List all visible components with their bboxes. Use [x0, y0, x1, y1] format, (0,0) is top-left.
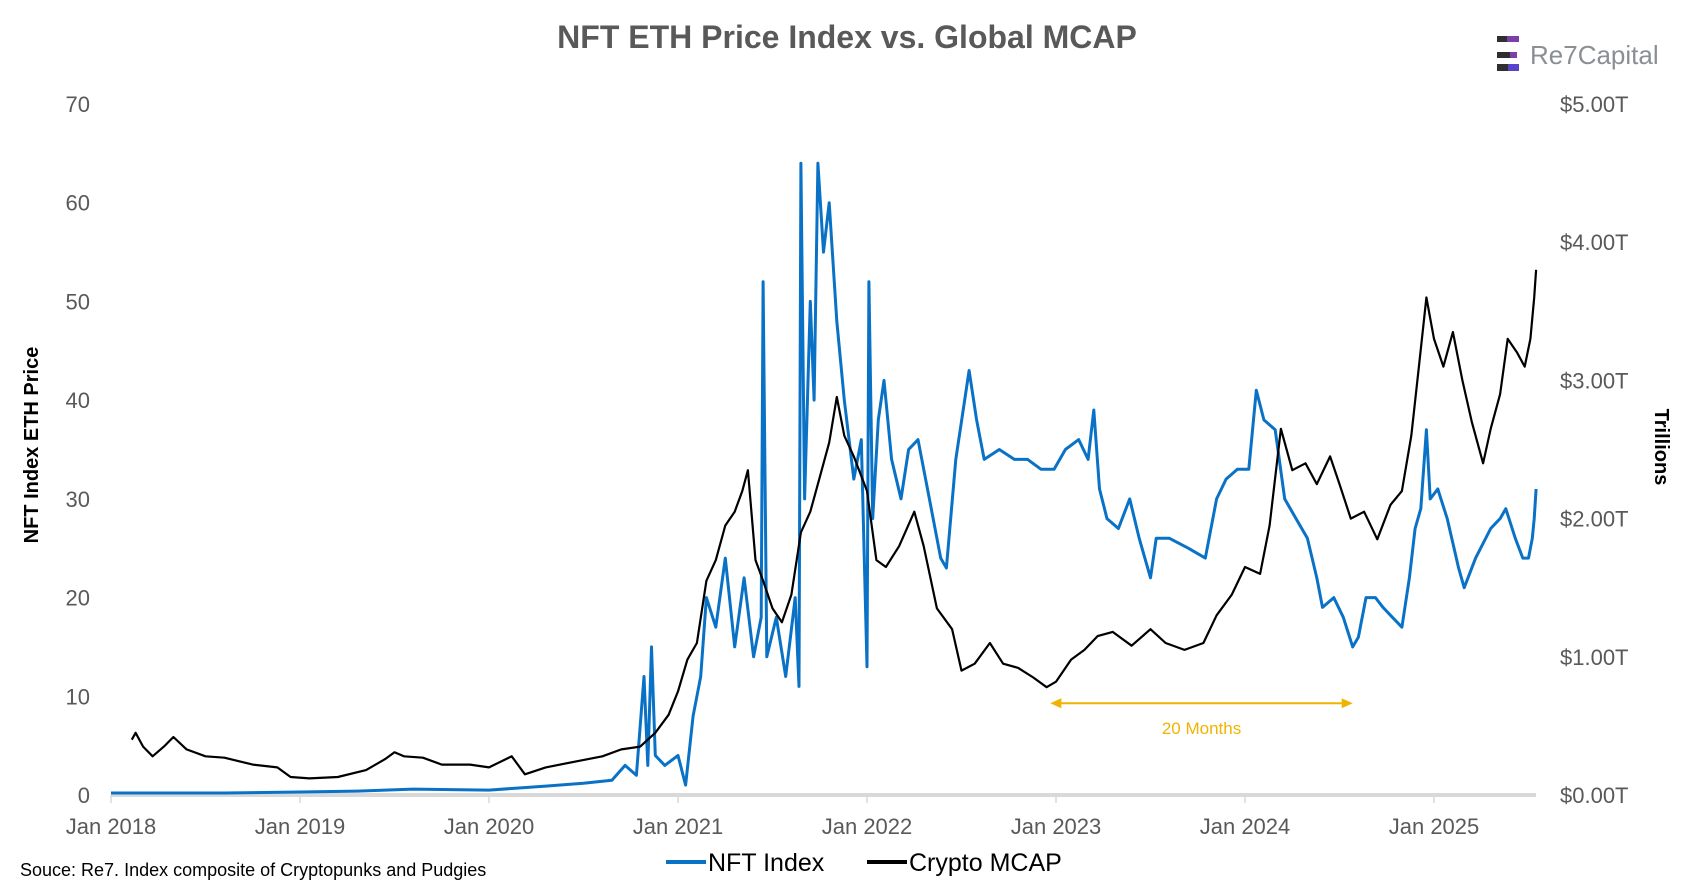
- source-note: Souce: Re7. Index composite of Cryptopun…: [20, 860, 486, 880]
- series-line-crypto-mcap: [130, 269, 1538, 780]
- annotation-label: 20 Months: [1162, 719, 1241, 738]
- x-tick-label: Jan 2024: [1200, 814, 1291, 839]
- y-left-tick-label: 70: [66, 92, 90, 117]
- x-tick-label: Jan 2018: [66, 814, 157, 839]
- x-tick-label: Jan 2019: [255, 814, 346, 839]
- x-tick-label: Jan 2020: [444, 814, 535, 839]
- x-tick-label: Jan 2022: [822, 814, 913, 839]
- y-left-tick-label: 0: [78, 783, 90, 808]
- y-right-tick-label: $2.00T: [1560, 507, 1629, 532]
- y-right-tick-label: $1.00T: [1560, 645, 1629, 670]
- legend-label-nft: NFT Index: [708, 849, 825, 877]
- y-left-tick-label: 10: [66, 684, 90, 709]
- re7-logo: Re7Capital: [1497, 36, 1659, 71]
- x-tick-label: Jan 2025: [1389, 814, 1480, 839]
- y-right-tick-label: $0.00T: [1560, 783, 1629, 808]
- y-axis-left-label: NFT Index ETH Price: [21, 347, 43, 544]
- x-tick-label: Jan 2023: [1011, 814, 1102, 839]
- x-tick-label: Jan 2021: [633, 814, 724, 839]
- y-left-tick-label: 60: [66, 191, 90, 216]
- legend-label-mcap: Crypto MCAP: [909, 849, 1062, 877]
- y-right-tick-label: $4.00T: [1560, 230, 1629, 255]
- y-left-tick-label: 30: [66, 487, 90, 512]
- y-left-tick-label: 50: [66, 289, 90, 314]
- series-line-nft-index: [111, 161, 1538, 795]
- annotation-arrowhead-left: [1050, 698, 1062, 709]
- annotation-arrowhead-right: [1341, 698, 1353, 709]
- y-axis-right-label: Trillions: [1650, 409, 1672, 486]
- legend: NFT Index Crypto MCAP: [666, 849, 1062, 877]
- y-right-tick-label: $5.00T: [1560, 92, 1629, 117]
- svg-text:Re7Capital: Re7Capital: [1530, 40, 1659, 70]
- y-left-tick-label: 40: [66, 388, 90, 413]
- y-left-tick-label: 20: [66, 586, 90, 611]
- y-right-tick-label: $3.00T: [1560, 368, 1629, 393]
- chart-title: NFT ETH Price Index vs. Global MCAP: [557, 19, 1137, 55]
